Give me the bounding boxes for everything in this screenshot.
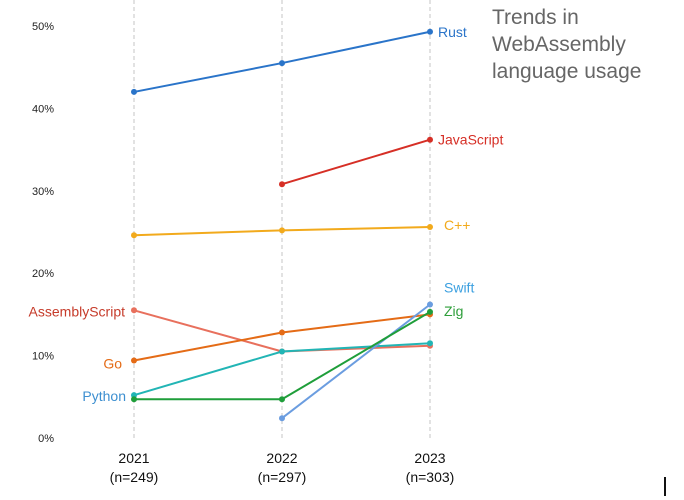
data-point — [279, 329, 285, 336]
chart-title-line-1: Trends in — [492, 6, 579, 29]
series-javascript — [279, 136, 433, 188]
data-point — [279, 415, 285, 422]
data-point — [279, 348, 285, 355]
data-point — [279, 181, 285, 188]
x-axis: 2021 (n=249) 2022 (n=297) 2023 (n=303) — [110, 450, 455, 485]
y-tick-label: 20% — [32, 268, 54, 280]
series-label-rust: Rust — [438, 24, 467, 40]
data-point — [427, 136, 433, 143]
x-tick-label: 2021 — [118, 450, 149, 466]
y-tick-label: 10% — [32, 351, 54, 363]
series-label-cpp: C++ — [444, 217, 470, 233]
series-rust — [131, 28, 433, 95]
series-cpp — [131, 224, 433, 239]
x-tick-label: 2023 — [414, 450, 445, 466]
y-tick-label: 0% — [38, 433, 54, 445]
series-zig — [131, 308, 433, 403]
series-label-python: Python — [82, 388, 126, 404]
series-layer — [131, 28, 433, 422]
series-label-swift: Swift — [444, 280, 474, 296]
chart-title-line-2: WebAssembly — [492, 33, 626, 56]
data-point — [131, 307, 137, 314]
data-point — [279, 227, 285, 234]
series-label-assemblyscript: AssemblyScript — [29, 303, 126, 319]
x-tick-sublabel: (n=249) — [110, 469, 159, 485]
y-tick-label: 40% — [32, 103, 54, 115]
data-point — [427, 28, 433, 35]
text-cursor — [664, 477, 666, 496]
series-labels: Rust JavaScript C++ AssemblyScript Go Python S… — [29, 24, 504, 404]
data-point — [279, 60, 285, 67]
y-tick-label: 30% — [32, 186, 54, 198]
data-point — [427, 340, 433, 347]
data-point — [131, 396, 137, 403]
series-python — [131, 340, 433, 399]
data-point — [427, 301, 433, 308]
series-label-javascript: JavaScript — [438, 132, 503, 148]
series-label-go: Go — [103, 356, 122, 372]
chart-title: Trends in WebAssembly language usage — [492, 4, 672, 85]
data-point — [427, 308, 433, 315]
series-label-zig: Zig — [444, 303, 463, 319]
x-gridlines — [133, 0, 431, 438]
series-line-javascript — [281, 138, 431, 186]
series-swift — [279, 301, 433, 422]
x-tick-sublabel: (n=297) — [258, 469, 307, 485]
data-point — [131, 392, 137, 399]
data-point — [131, 232, 137, 239]
x-tick-label: 2022 — [266, 450, 297, 466]
chart-title-line-3: language usage — [492, 60, 642, 83]
y-axis: 0% 10% 20% 30% 40% 50% — [32, 21, 54, 445]
series-line-swift — [281, 303, 431, 420]
data-point — [279, 396, 285, 403]
data-point — [131, 88, 137, 95]
data-point — [131, 357, 137, 364]
data-point — [427, 224, 433, 231]
x-tick-sublabel: (n=303) — [406, 469, 455, 485]
y-tick-label: 50% — [32, 21, 54, 33]
